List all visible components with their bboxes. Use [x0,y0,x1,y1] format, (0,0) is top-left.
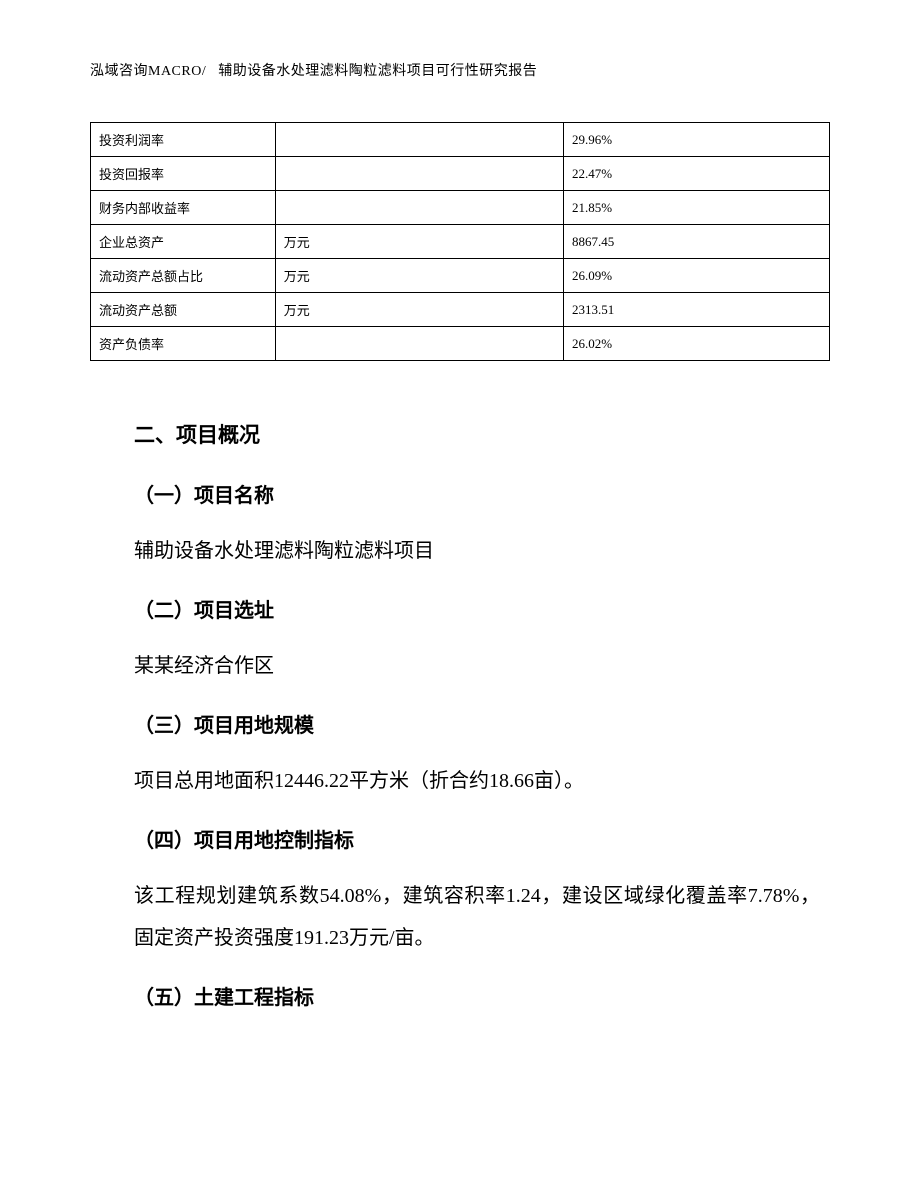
document-body: 二、项目概况 （一）项目名称 辅助设备水处理滤料陶粒滤料项目 （二）项目选址 某… [90,419,830,1010]
table-row: 企业总资产 万元 8867.45 [91,225,830,259]
cell-label: 投资回报率 [91,157,276,191]
section-title-2: 二、项目概况 [134,419,820,449]
subsection-title-2: （二）项目选址 [134,594,820,623]
subsection-title-4: （四）项目用地控制指标 [134,824,820,853]
table-row: 投资利润率 29.96% [91,123,830,157]
body-text: 项目总用地面积12446.22平方米（折合约18.66亩）。 [134,760,820,802]
body-text: 该工程规划建筑系数54.08%，建筑容积率1.24，建设区域绿化覆盖率7.78%… [134,875,820,959]
subsection-title-1: （一）项目名称 [134,479,820,508]
cell-label: 企业总资产 [91,225,276,259]
page-header: 泓域咨询MACRO/ 辅助设备水处理滤料陶粒滤料项目可行性研究报告 [90,60,830,80]
cell-value: 22.47% [563,157,829,191]
document-page: 泓域咨询MACRO/ 辅助设备水处理滤料陶粒滤料项目可行性研究报告 投资利润率 … [0,0,920,1191]
subsection-title-5: （五）土建工程指标 [134,981,820,1010]
cell-value: 21.85% [563,191,829,225]
header-company: 泓域咨询MACRO/ [90,64,206,79]
body-text: 辅助设备水处理滤料陶粒滤料项目 [134,530,820,572]
table-row: 财务内部收益率 21.85% [91,191,830,225]
cell-value: 8867.45 [563,225,829,259]
cell-unit: 万元 [275,259,563,293]
subsection-title-3: （三）项目用地规模 [134,709,820,738]
cell-value: 26.09% [563,259,829,293]
cell-unit [275,191,563,225]
cell-label: 资产负债率 [91,327,276,361]
body-text: 某某经济合作区 [134,645,820,687]
table-row: 投资回报率 22.47% [91,157,830,191]
cell-label: 流动资产总额占比 [91,259,276,293]
cell-label: 投资利润率 [91,123,276,157]
cell-unit: 万元 [275,293,563,327]
table-row: 流动资产总额占比 万元 26.09% [91,259,830,293]
cell-unit: 万元 [275,225,563,259]
table-row: 资产负债率 26.02% [91,327,830,361]
financial-indicators-table: 投资利润率 29.96% 投资回报率 22.47% 财务内部收益率 21.85%… [90,122,830,361]
cell-value: 29.96% [563,123,829,157]
cell-unit [275,157,563,191]
cell-unit [275,123,563,157]
cell-label: 财务内部收益率 [91,191,276,225]
cell-unit [275,327,563,361]
cell-value: 26.02% [563,327,829,361]
header-title: 辅助设备水处理滤料陶粒滤料项目可行性研究报告 [218,64,537,79]
cell-label: 流动资产总额 [91,293,276,327]
table-row: 流动资产总额 万元 2313.51 [91,293,830,327]
cell-value: 2313.51 [563,293,829,327]
